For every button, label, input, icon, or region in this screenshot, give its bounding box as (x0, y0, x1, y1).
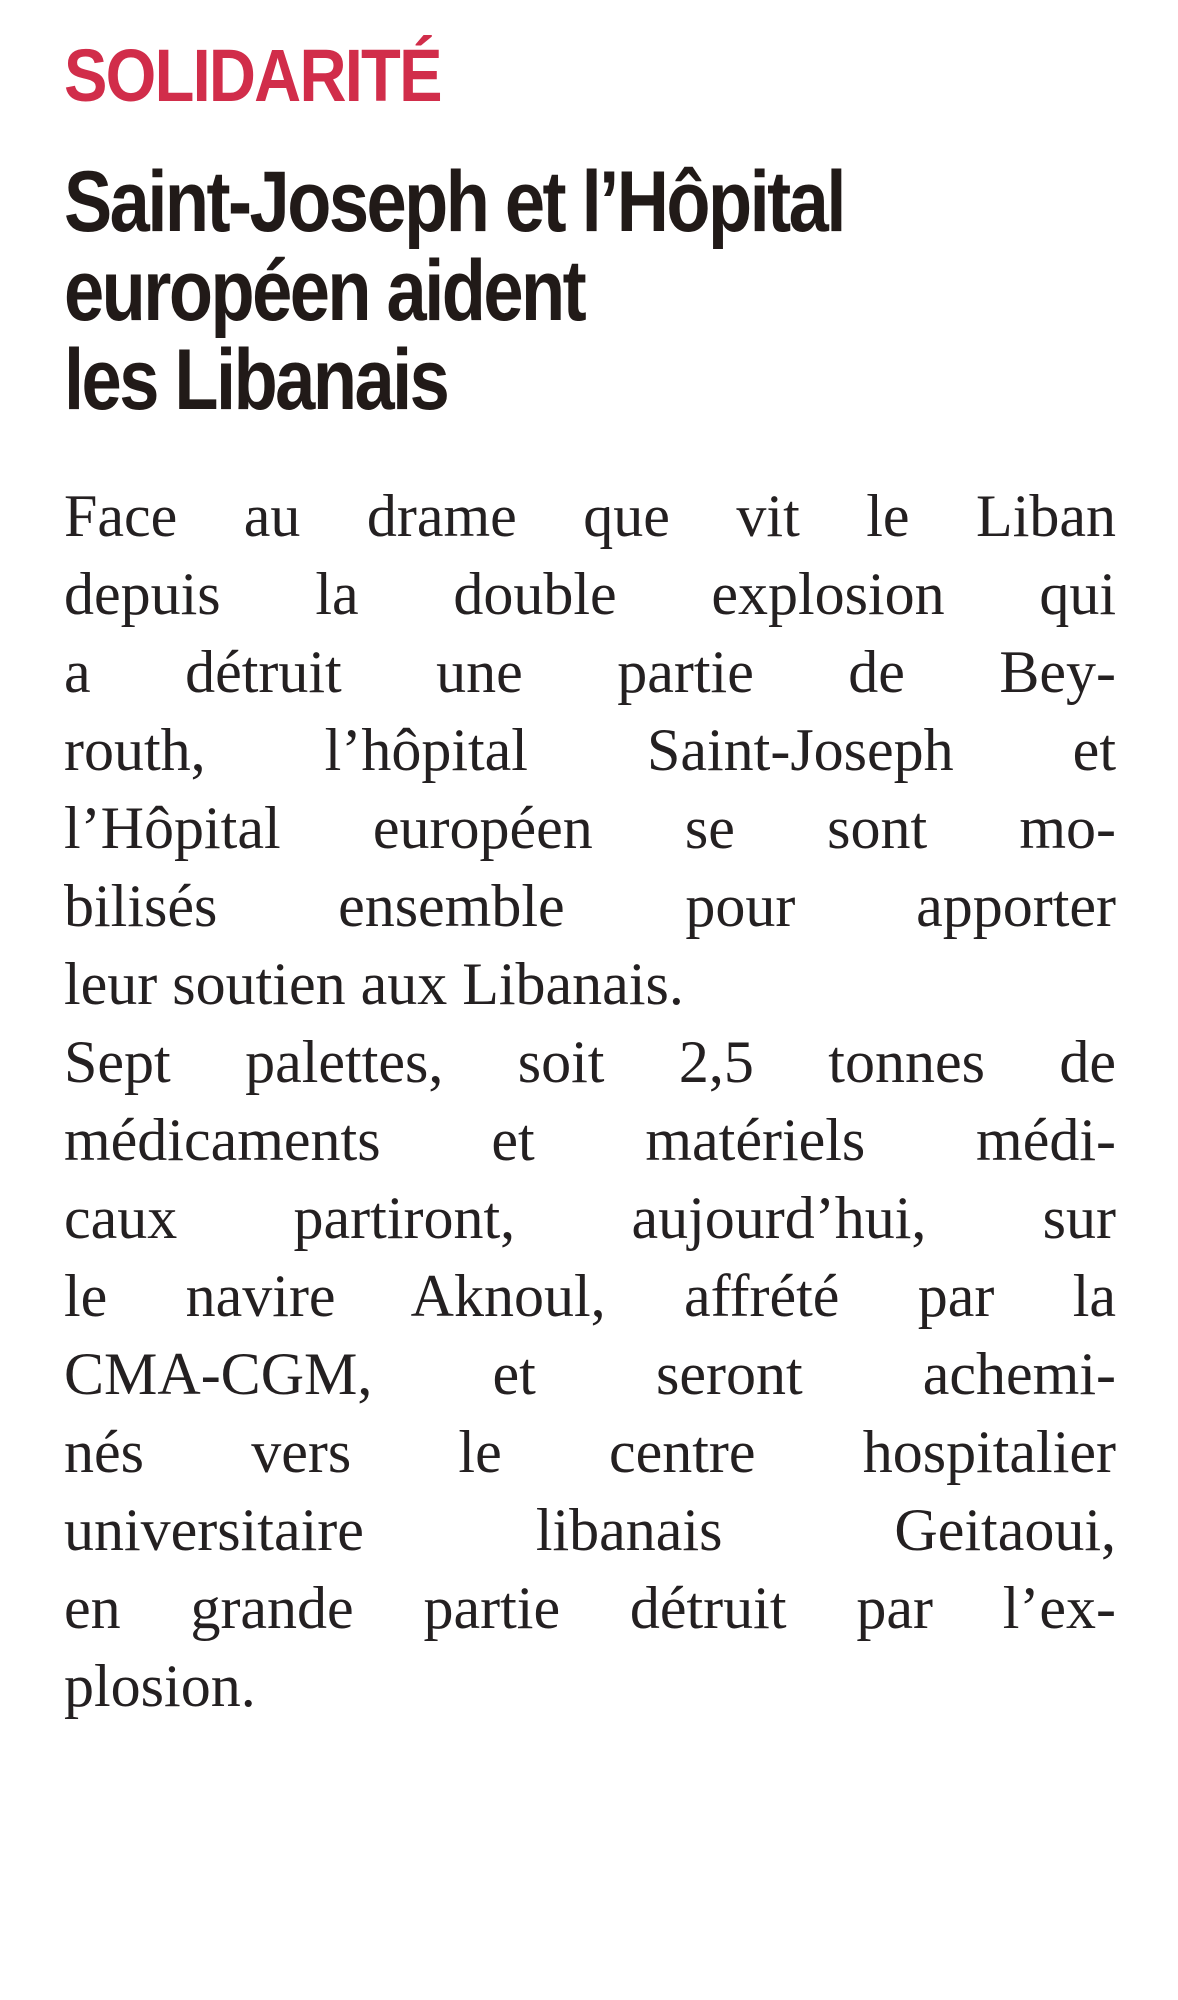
body-line: bilisés ensemble pour apporter (64, 873, 1116, 939)
body-line: médicaments et matériels médi- (64, 1107, 1116, 1173)
body-line: universitaire libanais Geitaoui, (64, 1497, 1116, 1563)
article-body: Face au drame que vit le Liban depuis la … (64, 477, 1118, 1725)
body-line: leur soutien aux Libanais. (64, 951, 684, 1017)
body-line: l’Hôpital européen se sont mo- (64, 795, 1116, 861)
body-line: en grande partie détruit par l’ex- (64, 1575, 1116, 1641)
body-line: Face au drame que vit le Liban (64, 483, 1116, 549)
body-line: plosion. (64, 1653, 256, 1719)
paragraph: Face au drame que vit le Liban depuis la … (64, 477, 1116, 1023)
headline-line: Saint-Joseph et l’Hôpital (64, 154, 846, 250)
body-line: CMA-CGM, et seront achemi- (64, 1341, 1116, 1407)
body-line: nés vers le centre hospitalier (64, 1419, 1116, 1485)
headline: Saint-Joseph et l’Hôpital européen aident… (64, 158, 1118, 425)
headline-line: les Libanais (64, 332, 450, 428)
section-kicker: SOLIDARITÉ (64, 34, 443, 117)
body-line: caux partiront, aujourd’hui, sur (64, 1185, 1116, 1251)
paragraph: Sept palettes, soit 2,5 tonnes de médicam… (64, 1023, 1116, 1725)
body-line: le navire Aknoul, affrété par la (64, 1263, 1116, 1329)
body-line: a détruit une partie de Bey- (64, 639, 1116, 705)
body-line: Sept palettes, soit 2,5 tonnes de (64, 1029, 1116, 1095)
body-line: depuis la double explosion qui (64, 561, 1116, 627)
headline-line: européen aident (64, 243, 587, 339)
body-line: routh, l’hôpital Saint-Joseph et (64, 717, 1116, 783)
